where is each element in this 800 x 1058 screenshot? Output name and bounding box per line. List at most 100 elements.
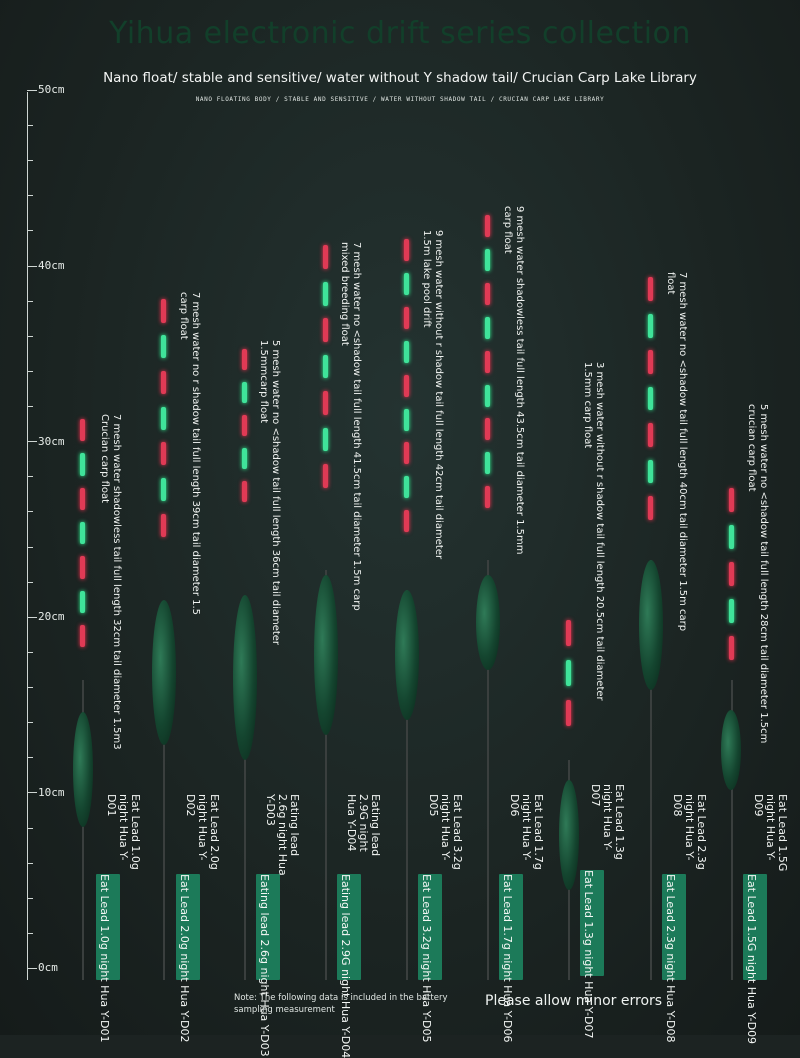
model-tag: Eat Lead 1.3g night Hua Y-D07 xyxy=(580,870,604,1039)
float-description: 9 mesh water shadowless tail full length… xyxy=(502,206,525,558)
led-segment-red xyxy=(485,282,490,305)
ruler-tick xyxy=(27,230,33,232)
led-segment-red xyxy=(729,635,734,660)
model-tag: Eat Lead 1.5G night Hua Y-D09 xyxy=(743,874,767,1044)
float-stem xyxy=(487,560,489,980)
led-segment-red xyxy=(648,423,653,447)
led-segment-green xyxy=(161,335,166,359)
led-segment-green xyxy=(242,381,247,404)
model-tag: Eat Lead 2.3g night Hua Y-D08 xyxy=(662,874,686,1043)
led-segment-green xyxy=(242,447,247,470)
model-tag-text: Eating lead 2.6g night Hua Y-D03 xyxy=(258,874,271,1057)
ruler-tick xyxy=(27,300,33,302)
float-description: 9 mesh water without r shadow tail full … xyxy=(421,230,444,563)
float-body xyxy=(233,595,257,760)
led-segment-green xyxy=(323,354,328,379)
led-segment-red xyxy=(161,442,166,466)
ruler-tick xyxy=(27,195,33,197)
float-lead-label: Eat Lead 2.3g night Hua Y-D08 xyxy=(671,794,707,874)
led-segment-green xyxy=(80,453,85,476)
led-segment-green xyxy=(566,660,571,686)
float-lead-label: Eat Lead 3.2g night Hua Y-D05 xyxy=(427,794,463,874)
ruler-tick xyxy=(27,757,33,759)
led-segment-green xyxy=(161,406,166,430)
float-body xyxy=(73,712,93,827)
background xyxy=(0,0,800,1035)
led-segment-red xyxy=(80,419,85,442)
float-body xyxy=(639,560,663,690)
led-segment-red xyxy=(323,391,328,415)
float-lead-label: Eat Lead 1.7g night Hua Y-D06 xyxy=(508,794,544,874)
led-segment-red xyxy=(648,350,653,374)
led-segment-green xyxy=(485,248,490,271)
float-stem xyxy=(244,600,246,980)
ruler-label-30: 30cm xyxy=(38,435,65,448)
led-segment-red xyxy=(404,442,409,465)
ruler-label-0: 0cm xyxy=(38,961,58,974)
ruler-tick xyxy=(27,651,33,653)
led-segment-green xyxy=(729,598,734,623)
led-segment-red xyxy=(729,561,734,586)
led-segment-green xyxy=(485,384,490,407)
ruler-label-20: 20cm xyxy=(38,610,65,623)
led-segment-green xyxy=(323,281,328,306)
ruler-tick xyxy=(27,476,33,478)
float-stem xyxy=(82,680,84,980)
led-segment-red xyxy=(485,215,490,238)
model-tag-text: Eat Lead 2.0g night Hua Y-D02 xyxy=(178,874,191,1043)
led-segment-green xyxy=(648,459,653,484)
float-stem xyxy=(650,560,652,980)
float-tip-y-d02 xyxy=(161,294,166,544)
float-description: 7 mesh water no <shadow tail full length… xyxy=(339,242,362,614)
led-segment-red xyxy=(323,318,328,342)
ruler-tick xyxy=(27,265,37,267)
led-segment-red xyxy=(485,350,490,373)
ruler-tick xyxy=(27,792,37,794)
led-segment-red xyxy=(242,480,247,503)
model-tag: Eat Lead 3.2g night Hua Y-D05 xyxy=(418,874,442,1043)
led-segment-red xyxy=(161,513,166,537)
ruler-tick xyxy=(27,932,33,934)
model-tag: Eat Lead 1.7g night Hua Y-D06 xyxy=(499,874,523,1043)
led-segment-red xyxy=(242,348,247,371)
led-segment-red xyxy=(323,464,328,488)
ruler-tick xyxy=(27,722,33,724)
ruler-label-50: 50cm xyxy=(38,83,65,96)
model-tag: Eat Lead 2.0g night Hua Y-D02 xyxy=(176,874,200,1043)
float-description: 5 mesh water no <shadow tail full length… xyxy=(258,340,281,649)
ruler-label-10: 10cm xyxy=(38,786,65,799)
ruler-tick xyxy=(27,897,33,899)
led-segment-green xyxy=(648,386,653,411)
float-stem xyxy=(406,590,408,980)
float-body xyxy=(476,575,500,670)
ruler-tick xyxy=(27,827,33,829)
page-subtitle: Nano float/ stable and sensitive/ water … xyxy=(103,70,697,86)
float-description: 7 mesh water no r shadow tail full lengt… xyxy=(178,292,201,619)
model-tag-text: Eat Lead 1.3g night Hua Y-D07 xyxy=(582,870,595,1039)
tiny-caption: NANO FLOATING BODY / STABLE AND SENSITIV… xyxy=(195,96,605,103)
float-tip-y-d07 xyxy=(566,614,571,734)
ruler-label-40: 40cm xyxy=(38,259,65,272)
model-tag-text: Eat Lead 2.3g night Hua Y-D08 xyxy=(664,874,677,1043)
float-tip-y-d05 xyxy=(404,234,409,539)
float-body xyxy=(395,590,419,720)
float-stem xyxy=(731,680,733,980)
led-segment-red xyxy=(566,700,571,726)
model-tag: Eating lead 2.6g night Hua Y-D03 xyxy=(256,874,280,1057)
float-lead-label: Eat Lead 2.0g night Hua Y-D02 xyxy=(184,794,220,874)
ruler-tick xyxy=(27,546,33,548)
led-segment-red xyxy=(566,620,571,646)
ruler-tick xyxy=(27,335,33,337)
led-segment-green xyxy=(80,522,85,545)
float-tip-y-d04 xyxy=(323,240,328,495)
float-lead-label: Eat Lead 1.5G night Hua Y-D09 xyxy=(752,794,788,875)
led-segment-red xyxy=(161,299,166,323)
float-lead-label: Eating lead 2.6g night Hua Y-D03 xyxy=(264,794,300,876)
float-tip-y-d09 xyxy=(729,482,734,667)
led-segment-green xyxy=(485,452,490,475)
ruler-tick xyxy=(27,687,33,689)
led-segment-green xyxy=(323,427,328,452)
led-segment-green xyxy=(485,316,490,339)
led-segment-red xyxy=(404,239,409,262)
model-tag-text: Eat Lead 3.2g night Hua Y-D05 xyxy=(420,874,433,1043)
